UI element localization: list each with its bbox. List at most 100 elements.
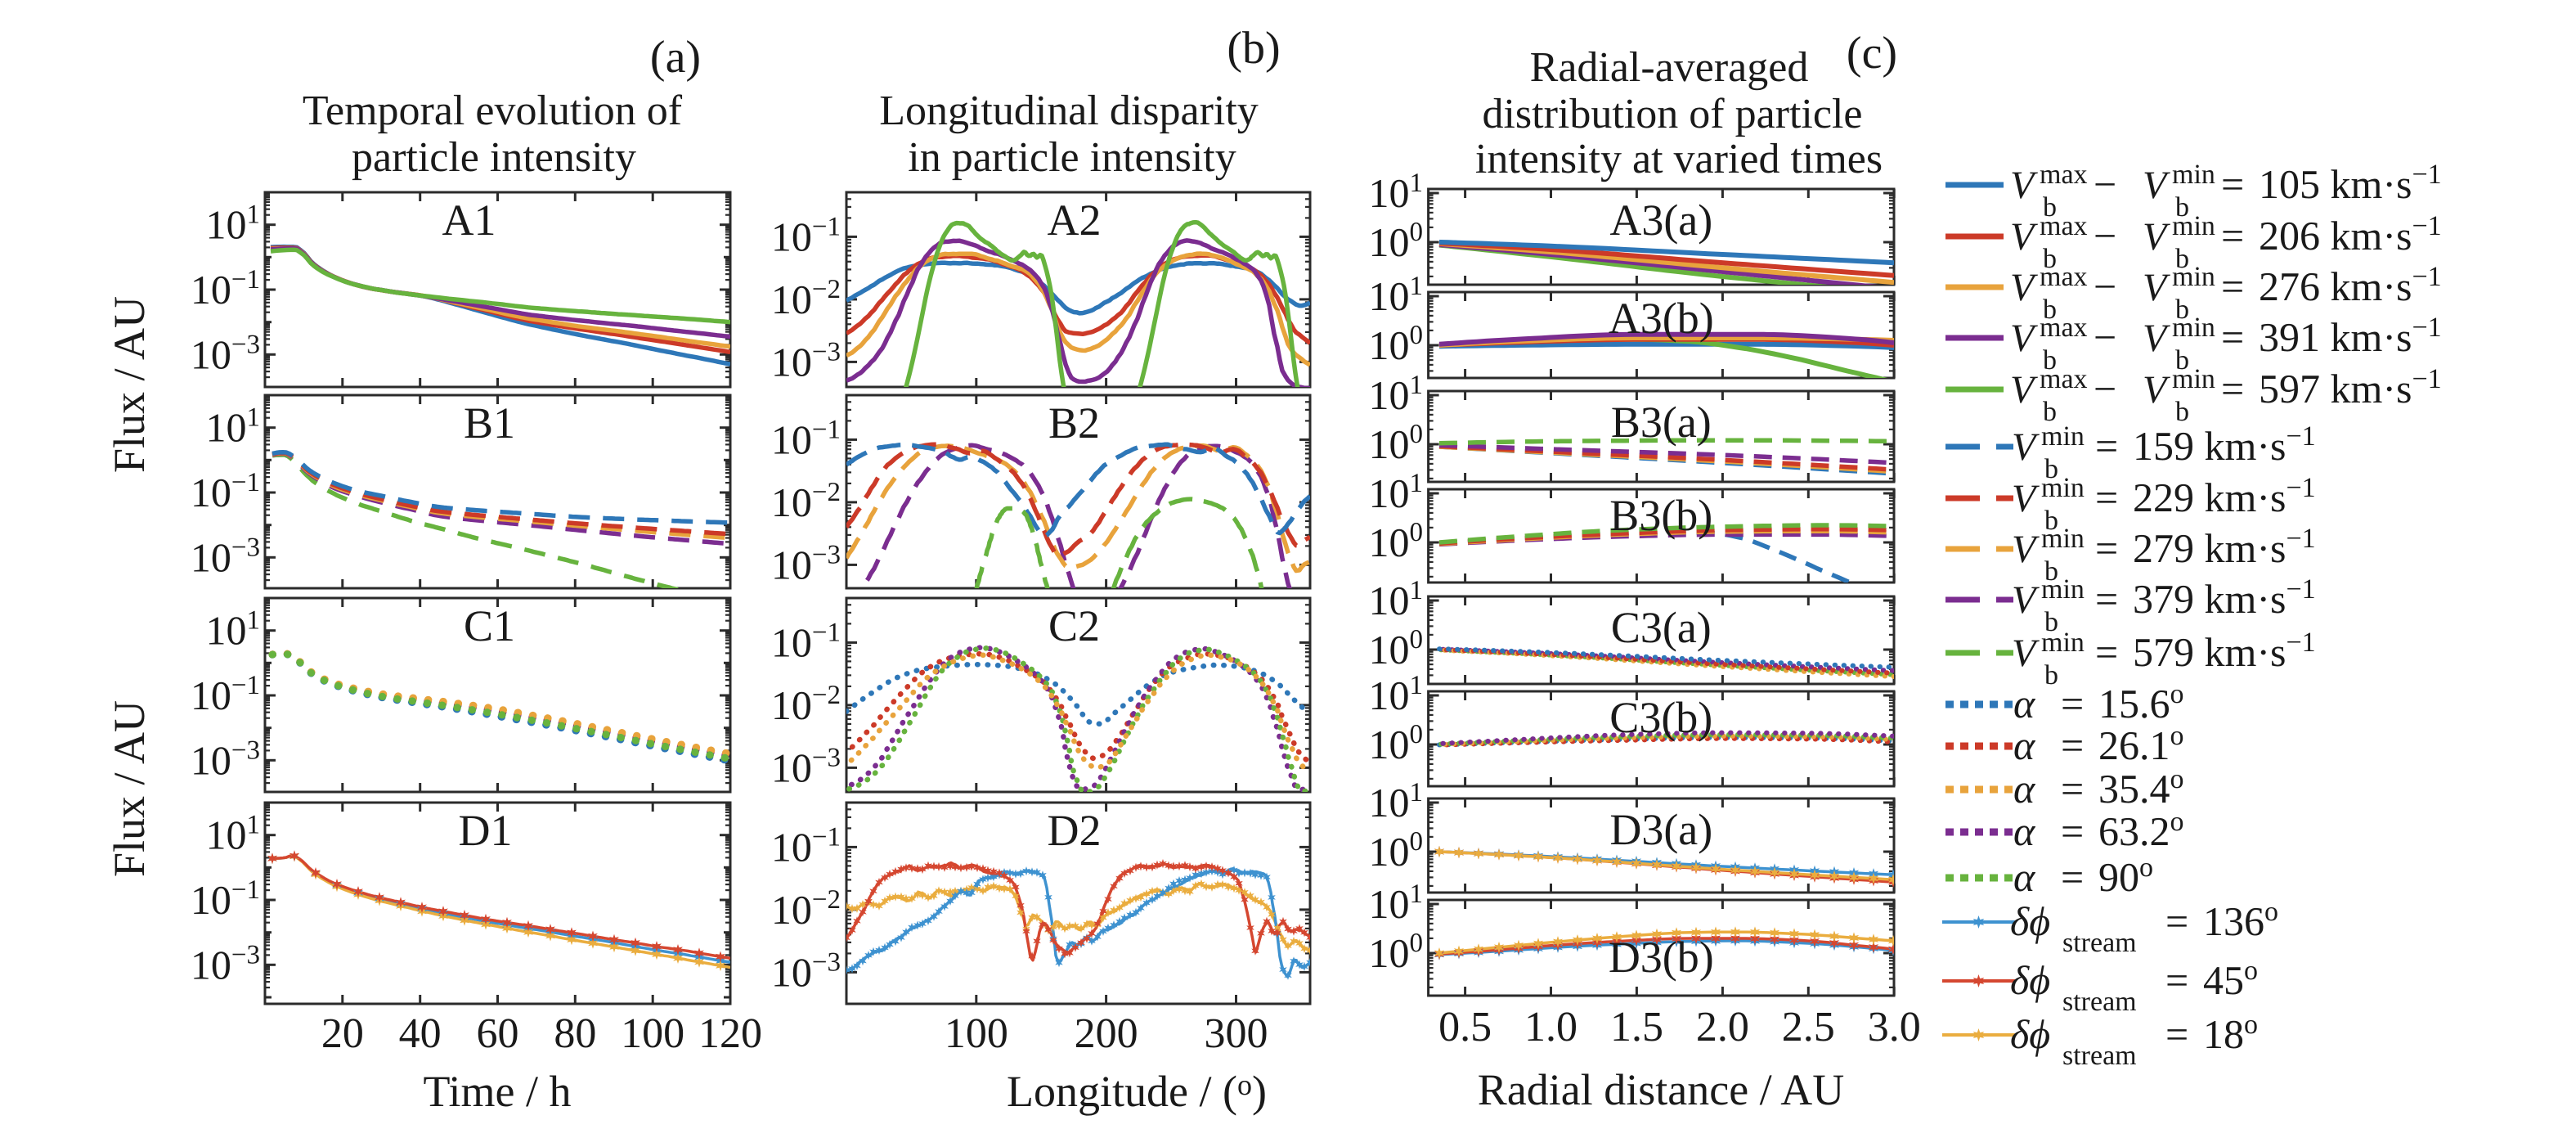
svg-text:597 km·s−1: 597 km·s−1 bbox=[2259, 364, 2442, 412]
svg-text:35.4o: 35.4o bbox=[2098, 764, 2184, 812]
svg-text:=: = bbox=[2221, 314, 2244, 360]
svg-text:391 km·s−1: 391 km·s−1 bbox=[2259, 313, 2442, 360]
svg-text:(b): (b) bbox=[1227, 23, 1280, 74]
svg-text:101: 101 bbox=[206, 200, 261, 248]
svg-text:=: = bbox=[2061, 854, 2084, 900]
svg-text:max: max bbox=[2040, 313, 2088, 343]
svg-text:δϕ: δϕ bbox=[2010, 898, 2050, 944]
svg-text:b: b bbox=[2043, 244, 2057, 274]
svg-text:2.5: 2.5 bbox=[1782, 1004, 1835, 1050]
svg-text:Radial-averaged: Radial-averaged bbox=[1530, 44, 1809, 91]
svg-text:b: b bbox=[2044, 556, 2058, 587]
svg-text:=: = bbox=[2165, 1011, 2188, 1057]
svg-text:δϕ: δϕ bbox=[2010, 1011, 2050, 1057]
svg-text:0.5: 0.5 bbox=[1438, 1004, 1492, 1050]
svg-text:V: V bbox=[2143, 368, 2170, 412]
svg-text:(a): (a) bbox=[650, 32, 701, 83]
svg-text:=: = bbox=[2095, 629, 2118, 675]
svg-text:10−2: 10−2 bbox=[771, 275, 841, 322]
svg-text:B1: B1 bbox=[464, 398, 515, 448]
svg-text:V: V bbox=[2010, 317, 2038, 360]
svg-text:min: min bbox=[2172, 262, 2215, 292]
svg-text:in particle intensity: in particle intensity bbox=[908, 134, 1236, 181]
svg-text:b: b bbox=[2044, 454, 2058, 484]
svg-text:=: = bbox=[2095, 423, 2118, 469]
svg-text:20: 20 bbox=[321, 1010, 364, 1057]
svg-text:100: 100 bbox=[945, 1010, 1008, 1057]
svg-text:stream: stream bbox=[2062, 1041, 2137, 1071]
svg-text:100: 100 bbox=[621, 1010, 684, 1057]
svg-text:=: = bbox=[2165, 898, 2188, 944]
svg-text:10−1: 10−1 bbox=[771, 415, 841, 462]
svg-text:min: min bbox=[2041, 627, 2085, 658]
svg-text:V: V bbox=[2012, 528, 2040, 571]
svg-text:=: = bbox=[2221, 366, 2244, 412]
svg-text:379 km·s−1: 379 km·s−1 bbox=[2133, 574, 2316, 622]
svg-text:α: α bbox=[2013, 854, 2036, 900]
svg-text:intensity at varied times: intensity at varied times bbox=[1475, 136, 1883, 182]
svg-text:=: = bbox=[2095, 576, 2118, 622]
svg-text:10−3: 10−3 bbox=[191, 940, 260, 987]
svg-text:particle intensity: particle intensity bbox=[352, 134, 636, 181]
svg-text:D3(b): D3(b) bbox=[1609, 933, 1714, 982]
svg-text:stream: stream bbox=[2062, 987, 2137, 1017]
svg-text:10−1: 10−1 bbox=[771, 822, 841, 870]
svg-text:V: V bbox=[2012, 578, 2040, 622]
svg-text:−: − bbox=[2094, 263, 2116, 309]
svg-text:−: − bbox=[2094, 366, 2116, 412]
svg-text:229 km·s−1: 229 km·s−1 bbox=[2133, 473, 2316, 520]
svg-text:1.0: 1.0 bbox=[1524, 1004, 1577, 1050]
svg-text:276 km·s−1: 276 km·s−1 bbox=[2259, 262, 2442, 309]
svg-text:V: V bbox=[2012, 425, 2040, 469]
svg-text:b: b bbox=[2043, 397, 2057, 427]
svg-text:max: max bbox=[2040, 160, 2088, 190]
svg-text:C3(b): C3(b) bbox=[1609, 693, 1712, 742]
svg-text:α: α bbox=[2013, 681, 2036, 726]
svg-text:−: − bbox=[2094, 161, 2116, 207]
svg-text:300: 300 bbox=[1204, 1010, 1268, 1057]
svg-text:α: α bbox=[2013, 808, 2036, 854]
svg-text:b: b bbox=[2043, 192, 2057, 223]
svg-text:C2: C2 bbox=[1048, 601, 1100, 650]
svg-text:10−3: 10−3 bbox=[191, 330, 260, 377]
svg-text:2.0: 2.0 bbox=[1696, 1004, 1749, 1050]
svg-text:40: 40 bbox=[399, 1010, 442, 1057]
svg-text:B2: B2 bbox=[1048, 398, 1100, 448]
svg-text:−: − bbox=[2094, 213, 2116, 259]
svg-text:101: 101 bbox=[206, 606, 261, 654]
svg-text:b: b bbox=[2043, 295, 2057, 325]
svg-text:α: α bbox=[2013, 766, 2036, 812]
svg-text:206 km·s−1: 206 km·s−1 bbox=[2259, 211, 2442, 259]
svg-text:b: b bbox=[2175, 397, 2189, 427]
svg-text:=: = bbox=[2165, 957, 2188, 1003]
svg-text:80: 80 bbox=[554, 1010, 596, 1057]
svg-text:V: V bbox=[2143, 215, 2170, 259]
svg-text:120: 120 bbox=[698, 1010, 762, 1057]
svg-text:B3(a): B3(a) bbox=[1611, 398, 1712, 447]
svg-text:=: = bbox=[2095, 525, 2118, 571]
svg-text:200: 200 bbox=[1075, 1010, 1138, 1057]
svg-text:stream: stream bbox=[2062, 928, 2137, 958]
svg-text:D1: D1 bbox=[459, 806, 513, 855]
svg-text:δϕ: δϕ bbox=[2010, 957, 2050, 1003]
svg-text:A2: A2 bbox=[1048, 196, 1102, 245]
svg-text:Time / h: Time / h bbox=[423, 1067, 571, 1116]
svg-text:100: 100 bbox=[1369, 720, 1424, 767]
svg-text:b: b bbox=[2044, 506, 2058, 536]
svg-text:min: min bbox=[2172, 364, 2215, 394]
svg-text:V: V bbox=[2143, 164, 2170, 207]
svg-text:V: V bbox=[2010, 266, 2038, 309]
svg-text:=: = bbox=[2095, 475, 2118, 520]
svg-text:579 km·s−1: 579 km·s−1 bbox=[2133, 627, 2316, 675]
svg-text:b: b bbox=[2044, 607, 2058, 637]
svg-text:min: min bbox=[2172, 313, 2215, 343]
svg-text:min: min bbox=[2041, 421, 2085, 452]
svg-text:63.2o: 63.2o bbox=[2098, 807, 2184, 854]
svg-text:min: min bbox=[2172, 211, 2215, 241]
svg-text:105 km·s−1: 105 km·s−1 bbox=[2259, 160, 2442, 207]
svg-text:=: = bbox=[2061, 722, 2084, 768]
svg-text:1.5: 1.5 bbox=[1610, 1004, 1663, 1050]
svg-text:60: 60 bbox=[477, 1010, 519, 1057]
svg-text:Longitude / (o): Longitude / (o) bbox=[1007, 1067, 1267, 1116]
svg-text:V: V bbox=[2012, 477, 2040, 520]
